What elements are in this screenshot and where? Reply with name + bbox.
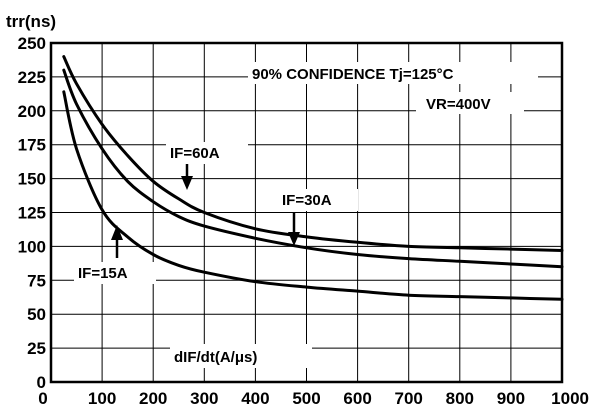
- annotation-confidence: 90% CONFIDENCE Tj=125°C: [252, 66, 454, 83]
- tick-labels: 0 25 50 75 100 125 150 175 200 225 250 0 100 200 300 40…: [18, 34, 589, 408]
- x-tick-label: 900: [497, 389, 525, 408]
- x-axis-label-bg: [170, 344, 312, 368]
- label-if15-bg: [74, 262, 156, 284]
- y-tick-label: 250: [18, 34, 46, 53]
- label-if30-bg: [276, 189, 358, 211]
- x-tick-label: 0: [38, 389, 47, 408]
- annotation-vr: VR=400V: [426, 96, 491, 113]
- label-if60: IF=60A: [170, 145, 220, 162]
- annotation-vr-bg: [416, 92, 524, 114]
- label-if15: IF=15A: [78, 265, 128, 282]
- y-tick-label: 175: [18, 136, 46, 155]
- y-tick-label: 225: [18, 68, 46, 87]
- y-axis-label: trr(ns): [6, 12, 56, 31]
- arrow-if30: [288, 212, 300, 246]
- x-tick-label: 500: [292, 389, 320, 408]
- y-tick-label: 100: [18, 237, 46, 256]
- x-tick-label: 200: [139, 389, 167, 408]
- x-tick-label: 400: [241, 389, 269, 408]
- y-tick-label: 50: [27, 305, 46, 324]
- y-tick-label: 150: [18, 170, 46, 189]
- x-tick-label: 300: [190, 389, 218, 408]
- series-line-2: [62, 90, 564, 301]
- series-line-0: [62, 55, 564, 252]
- x-axis-label: dIF/dt(A/μs): [174, 349, 257, 366]
- curves: [62, 55, 564, 301]
- y-tick-label: 75: [27, 271, 46, 290]
- x-tick-label: 100: [88, 389, 116, 408]
- x-tick-label: 600: [343, 389, 371, 408]
- x-tick-label: 700: [395, 389, 423, 408]
- y-tick-label: 125: [18, 204, 46, 223]
- y-tick-label: 0: [37, 373, 46, 392]
- y-tick-label: 200: [18, 102, 46, 121]
- label-if60-bg: [166, 142, 248, 164]
- x-tick-label: 800: [446, 389, 474, 408]
- x-tick-label: 1000: [551, 389, 589, 408]
- series-line-1: [62, 68, 564, 269]
- y-tick-label: 25: [27, 339, 46, 358]
- label-if30: IF=30A: [282, 192, 332, 209]
- plot-frame: [49, 41, 564, 384]
- arrow-if60: [181, 164, 193, 190]
- arrow-if15: [111, 225, 123, 258]
- annotation-confidence-bg: [248, 62, 538, 84]
